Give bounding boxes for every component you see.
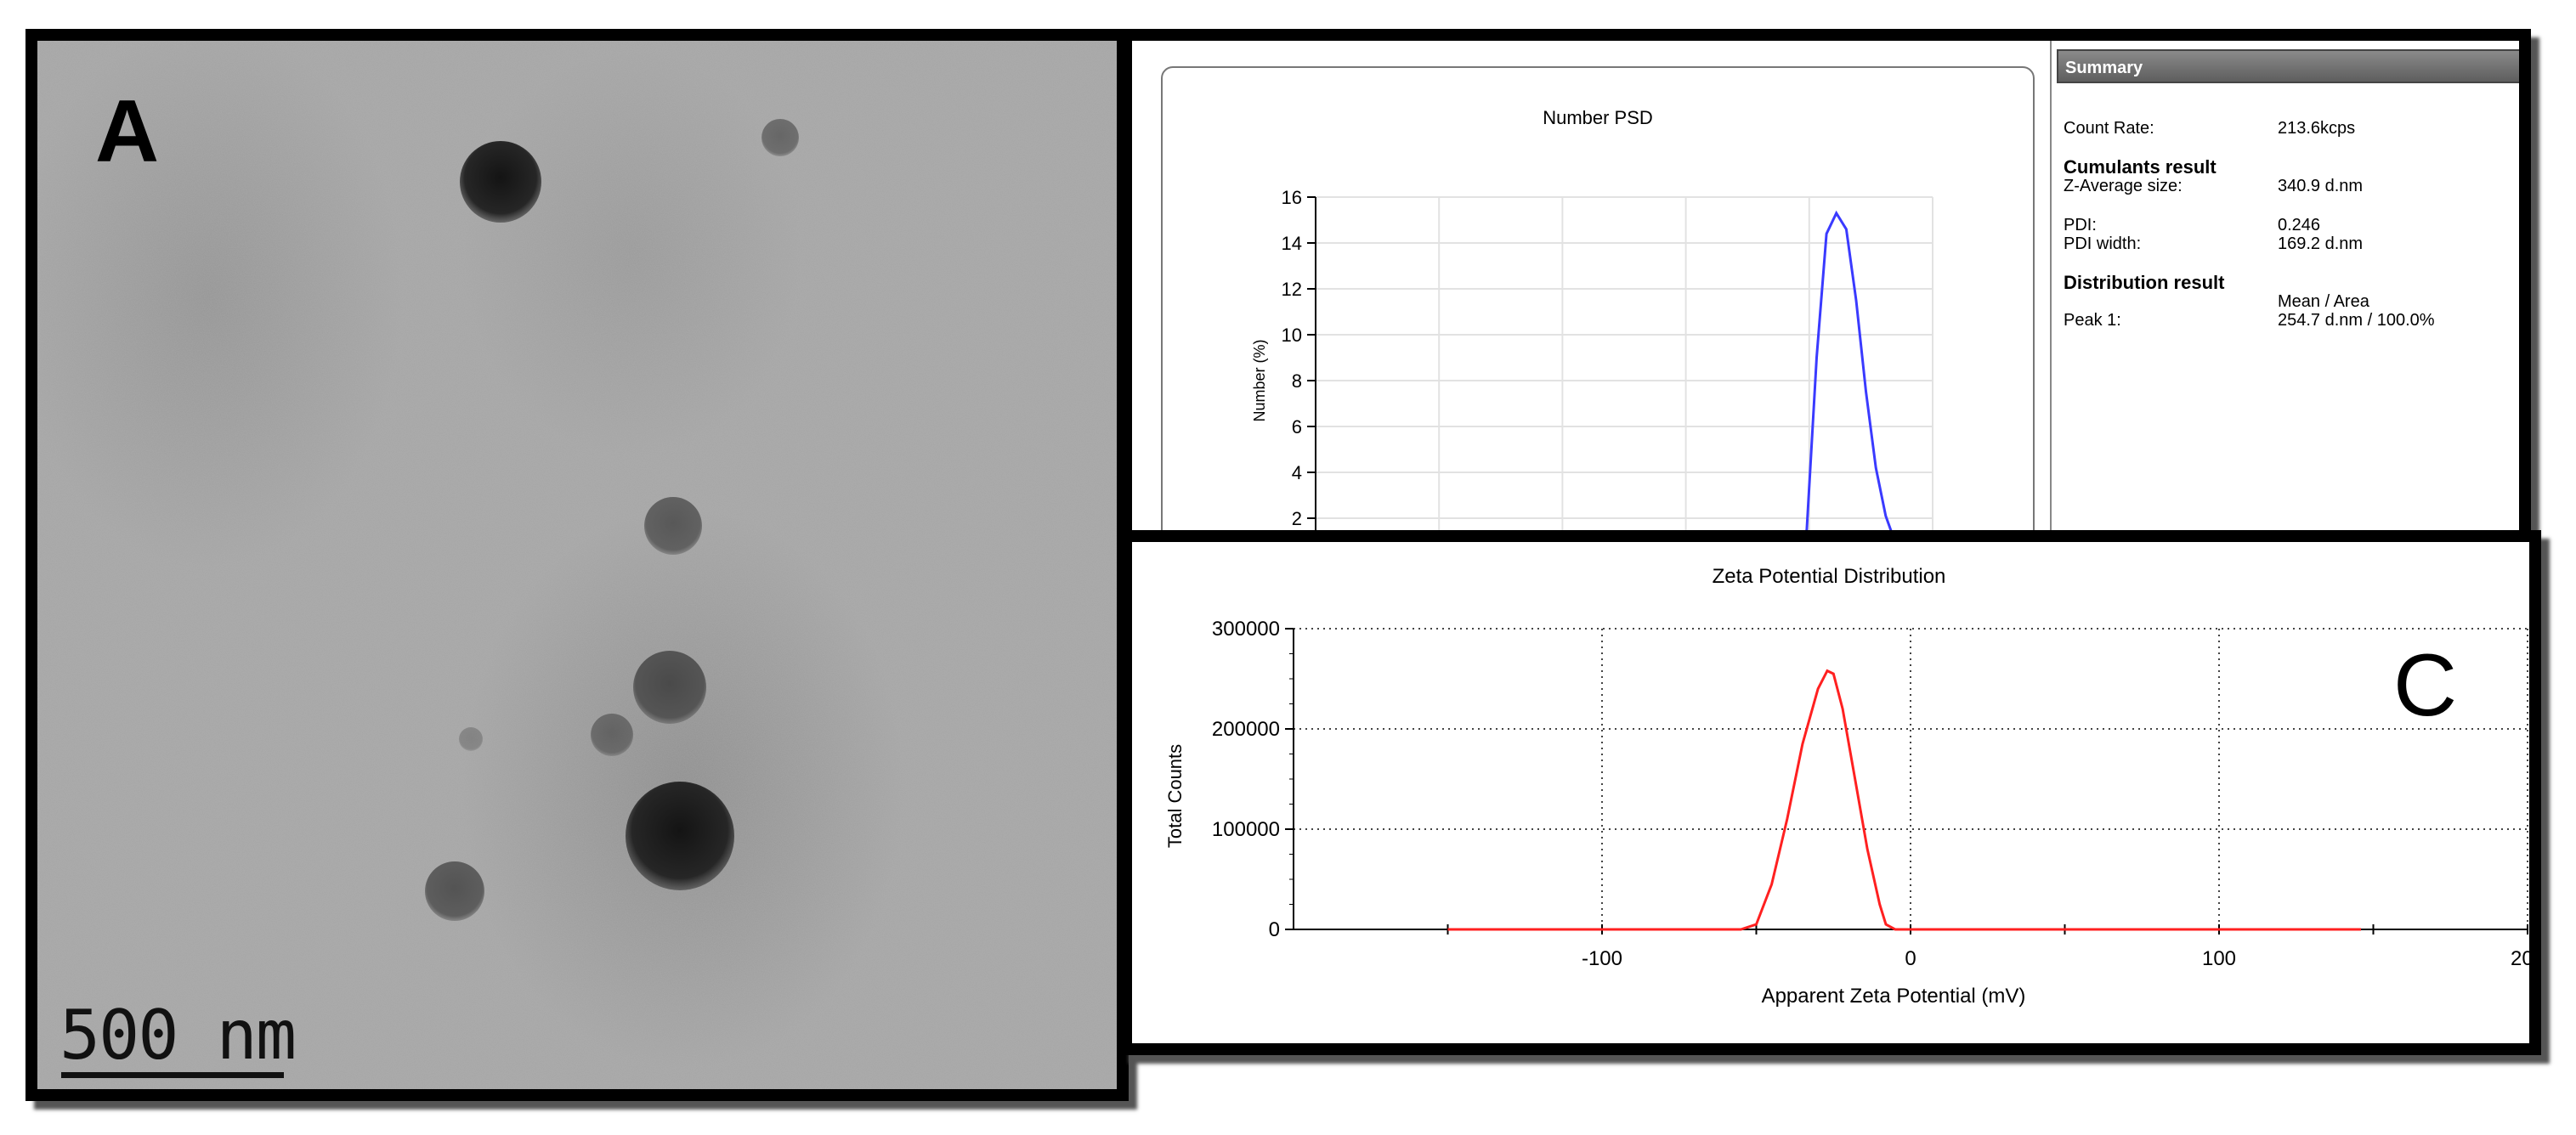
y-tick-label: 200000 xyxy=(1212,718,1280,741)
series-line xyxy=(1803,210,1894,534)
y-axis-label: Number (%) xyxy=(1251,339,1268,421)
y-tick-label: 300000 xyxy=(1212,618,1280,641)
z-average-value: 340.9 d.nm xyxy=(2278,177,2364,195)
particle xyxy=(459,727,483,751)
count-rate-label: Count Rate: xyxy=(2064,119,2154,138)
y-tick-label: 6 xyxy=(1292,416,1302,438)
x-tick-label: 0 xyxy=(1905,947,1916,970)
pdi-value: 0.246 xyxy=(2278,216,2321,234)
particle xyxy=(644,497,702,555)
scale-bar-label: 500 nm xyxy=(59,996,297,1075)
panel-label-c: C xyxy=(2393,636,2458,735)
y-tick-label: 0 xyxy=(1269,918,1280,941)
x-tick-label: 200 xyxy=(2511,947,2529,970)
y-tick-label: 10 xyxy=(1282,325,1302,346)
psd-chart-title: Number PSD xyxy=(1543,107,1653,128)
pdi-width-value: 169.2 d.nm xyxy=(2278,234,2364,253)
distribution-heading: Distribution result xyxy=(2064,272,2225,293)
x-axis-label: Apparent Zeta Potential (mV) xyxy=(1762,985,2026,1008)
x-tick-label: 100 xyxy=(2202,947,2236,970)
x-tick-label: -100 xyxy=(1582,947,1622,970)
peak1-value: 254.7 d.nm / 100.0% xyxy=(2278,311,2435,330)
psd-chart-frame: Number PSD 0246810121416Number (%) xyxy=(1161,66,2035,534)
cumulants-heading: Cumulants result xyxy=(2064,156,2216,178)
particle xyxy=(761,119,799,156)
tem-micrograph xyxy=(37,41,1117,1089)
mean-area-header: Mean / Area xyxy=(2278,292,2369,311)
pdi-width-label: PDI width: xyxy=(2064,234,2142,253)
particle xyxy=(591,714,633,756)
tem-image-panel: A 500 nm xyxy=(25,29,1129,1101)
y-tick-label: 2 xyxy=(1292,508,1302,529)
scale-bar xyxy=(61,1072,284,1078)
y-tick-label: 100000 xyxy=(1212,818,1280,841)
pdi-label: PDI: xyxy=(2064,216,2097,234)
summary-panel: Summary Count Rate: 213.6kcps Cumulants … xyxy=(2050,41,2519,534)
zeta-panel: Zeta Potential Distribution 0 100000 200000… xyxy=(1120,530,2541,1055)
y-tick-label: 8 xyxy=(1292,370,1302,392)
y-axis-label: Total Counts xyxy=(1164,744,1186,848)
y-tick-label: 4 xyxy=(1292,462,1302,483)
z-average-label: Z-Average size: xyxy=(2064,177,2183,195)
psd-panel: Number PSD 0246810121416Number (%) Summa… xyxy=(1120,29,2531,545)
count-rate-value: 213.6kcps xyxy=(2278,119,2356,138)
particle xyxy=(633,651,706,724)
y-tick-label: 16 xyxy=(1282,187,1302,208)
series-line xyxy=(1447,669,2361,931)
y-tick-label: 12 xyxy=(1282,279,1302,300)
particle xyxy=(460,141,541,223)
zeta-chart: Zeta Potential Distribution 0 100000 200000… xyxy=(1164,565,2529,1008)
particle xyxy=(626,782,734,890)
y-tick-label: 14 xyxy=(1282,233,1302,254)
summary-header: Summary xyxy=(2057,49,2519,83)
chart-title: Zeta Potential Distribution xyxy=(1713,565,1946,588)
psd-chart: 0246810121416Number (%) xyxy=(1251,187,1933,534)
panel-label-a: A xyxy=(95,82,160,181)
particle xyxy=(425,861,484,921)
peak1-label: Peak 1: xyxy=(2064,311,2121,330)
